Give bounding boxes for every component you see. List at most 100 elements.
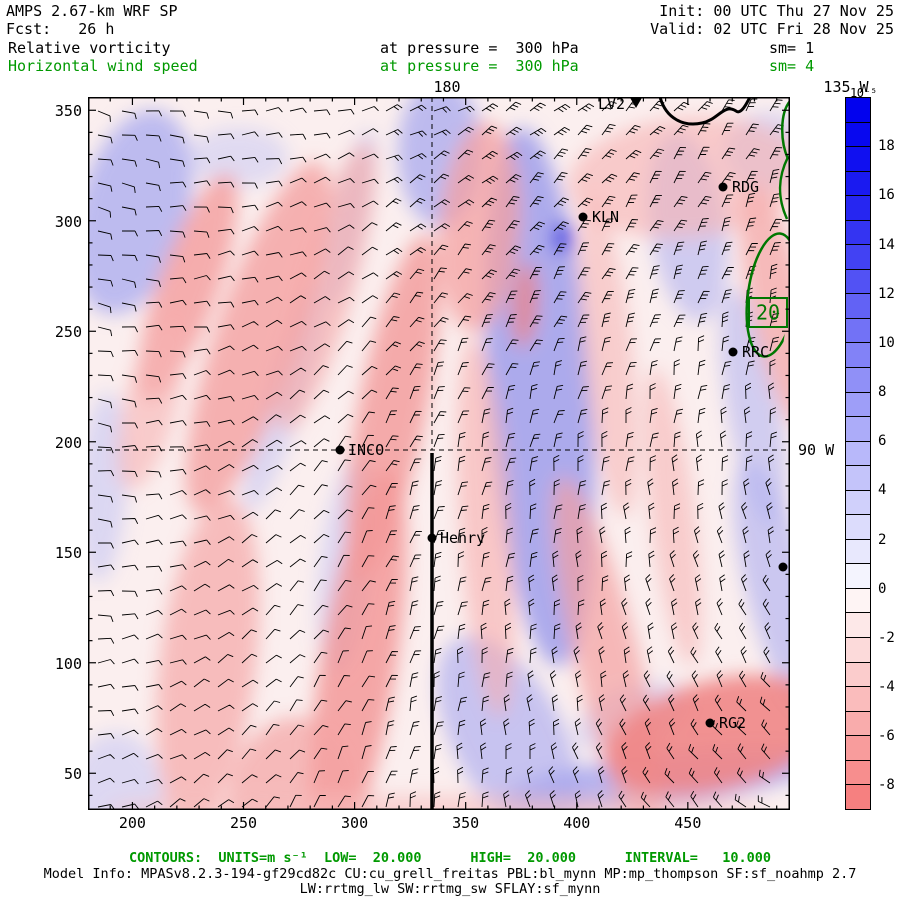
colorbar-tick-label: 16	[878, 187, 895, 204]
field2-level: at pressure = 300 hPa	[380, 57, 579, 75]
colorbar-segment	[846, 343, 870, 369]
colorbar-segment	[846, 490, 870, 516]
x-tick-label: 450	[674, 814, 702, 832]
wind-speed-contour-20	[778, 156, 790, 220]
colorbar-tick-label: 18	[878, 138, 895, 155]
station-marker-triangle	[629, 97, 643, 108]
station-label: RRC	[742, 343, 769, 361]
station-label: KLN	[592, 208, 619, 226]
colorbar-segment	[846, 760, 870, 786]
plot-title: AMPS 2.67-km WRF SP	[6, 2, 178, 20]
colorbar-segment	[846, 638, 870, 663]
y-tick-label: 150	[54, 544, 82, 563]
colorbar-segment	[846, 711, 870, 737]
plot-frame	[88, 97, 790, 810]
station-marker	[578, 212, 588, 222]
colorbar-segment	[846, 515, 870, 540]
station-label: Henry	[440, 529, 485, 547]
colorbar-segment	[846, 736, 870, 761]
x-tick-label: 200	[118, 814, 146, 832]
forecast-hour: Fcst: 26 h	[6, 20, 115, 38]
meridian-180-label: 180	[433, 78, 461, 96]
meridian-135w-label: 135 W	[823, 78, 869, 96]
colorbar-tick-label: 2	[878, 531, 887, 548]
valid-time: Valid: 02 UTC Fri 28 Nov 25	[650, 20, 894, 38]
colorbar-tick-label: 8	[878, 384, 887, 401]
station-marker	[427, 533, 437, 543]
field2-smooth: sm= 4	[769, 57, 815, 75]
colorbar-segment	[846, 687, 870, 712]
y-tick-label: 250	[54, 323, 82, 342]
colorbar-segment	[846, 269, 870, 295]
colorbar-segment	[846, 220, 870, 246]
colorbar-segment	[846, 122, 870, 148]
x-tick-label: 250	[229, 814, 258, 832]
colorbar-tick-label: 6	[878, 433, 887, 450]
colorbar-tick-label: 12	[878, 285, 895, 302]
colorbar-tick-label: -8	[878, 777, 895, 794]
y-tick-label: 200	[54, 433, 82, 452]
colorbar-tick-label: 14	[878, 236, 895, 253]
station-label: RDG	[732, 178, 759, 196]
colorbar-segment	[846, 171, 870, 197]
parallel-90w-label: 90 W	[798, 441, 835, 459]
axis-ticks	[88, 97, 790, 810]
colorbar-segment	[846, 392, 870, 418]
station-label: LV2	[598, 97, 625, 113]
station-marker	[728, 347, 738, 357]
colorbar-segment	[846, 662, 870, 688]
colorbar-tick-label: -6	[878, 728, 895, 745]
y-tick-label: 100	[54, 654, 82, 673]
contour-label-box	[748, 297, 788, 328]
field1-name: Relative vorticity	[8, 39, 171, 57]
x-tick-label: 400	[563, 814, 591, 832]
contour-info-line: CONTOURS: UNITS=m s⁻¹ LOW= 20.000 HIGH= …	[128, 850, 772, 866]
field2-name: Horizontal wind speed	[8, 57, 198, 75]
colorbar-segment	[846, 564, 870, 589]
colorbar-segment	[846, 318, 870, 344]
colorbar-segment	[846, 98, 870, 123]
x-tick-label: 350	[452, 814, 480, 832]
colorbar-segment	[846, 147, 870, 172]
y-tick-label: 350	[54, 102, 82, 121]
x-tick-label: 300	[341, 814, 369, 832]
colorbar-tick-label: 10	[878, 334, 895, 351]
colorbar-tick-label: -2	[878, 629, 895, 646]
wind-barbs	[97, 98, 784, 810]
colorbar-tick-label: 0	[878, 580, 887, 597]
map-canvas: 20 LV2 RDG KLN RRC INCO Henry RG2	[88, 97, 790, 810]
colorbar-segment	[846, 785, 870, 809]
colorbar-segment	[846, 539, 870, 565]
colorbar-segment	[846, 368, 870, 393]
physics-info-line: LW:rrtmg_lw SW:rrtmg_sw SFLAY:sf_mynn	[299, 881, 601, 897]
colorbar-segment	[846, 613, 870, 639]
colorbar-segment	[846, 196, 870, 221]
colorbar	[845, 97, 871, 810]
contour-label-20: 20	[756, 301, 780, 325]
station-marker	[335, 445, 345, 455]
station-marker	[778, 562, 788, 572]
model-info-line: Model Info: MPASv8.2.3-194-gf29cd82c CU:…	[43, 866, 857, 882]
y-tick-label: 50	[63, 765, 82, 784]
field1-smooth: sm= 1	[769, 39, 815, 57]
colorbar-segment	[846, 466, 870, 491]
vorticity-wind-map: 20 LV2 RDG KLN RRC INCO Henry RG2	[88, 97, 790, 810]
vorticity-field	[88, 97, 790, 810]
colorbar-tick-label: -4	[878, 679, 895, 696]
colorbar-tick-label: 4	[878, 482, 887, 499]
station-label: INCO	[348, 441, 384, 459]
colorbar-segment	[846, 417, 870, 442]
y-tick-label: 300	[54, 212, 82, 231]
station-label: RG2	[719, 714, 746, 732]
colorbar-segment	[846, 245, 870, 270]
wind-speed-contour-20-loop	[745, 232, 790, 358]
station-marker	[705, 718, 715, 728]
init-time: Init: 00 UTC Thu 27 Nov 25	[659, 2, 894, 20]
field1-level: at pressure = 300 hPa	[380, 39, 579, 57]
colorbar-segment	[846, 441, 870, 467]
station-marker	[718, 182, 728, 192]
colorbar-segment	[846, 294, 870, 319]
colorbar-segment	[846, 588, 870, 614]
coastline-contour	[658, 97, 752, 126]
